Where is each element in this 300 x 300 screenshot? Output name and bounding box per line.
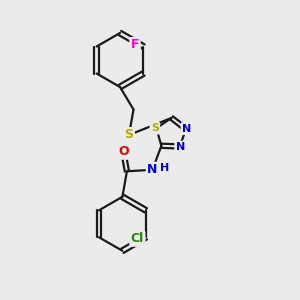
Text: S: S — [151, 123, 159, 133]
Text: N: N — [176, 142, 185, 152]
Text: Cl: Cl — [131, 232, 144, 245]
Text: O: O — [118, 145, 129, 158]
Text: F: F — [131, 38, 139, 52]
Text: N: N — [182, 124, 191, 134]
Text: S: S — [124, 128, 134, 142]
Text: N: N — [147, 163, 158, 176]
Text: H: H — [160, 163, 169, 173]
